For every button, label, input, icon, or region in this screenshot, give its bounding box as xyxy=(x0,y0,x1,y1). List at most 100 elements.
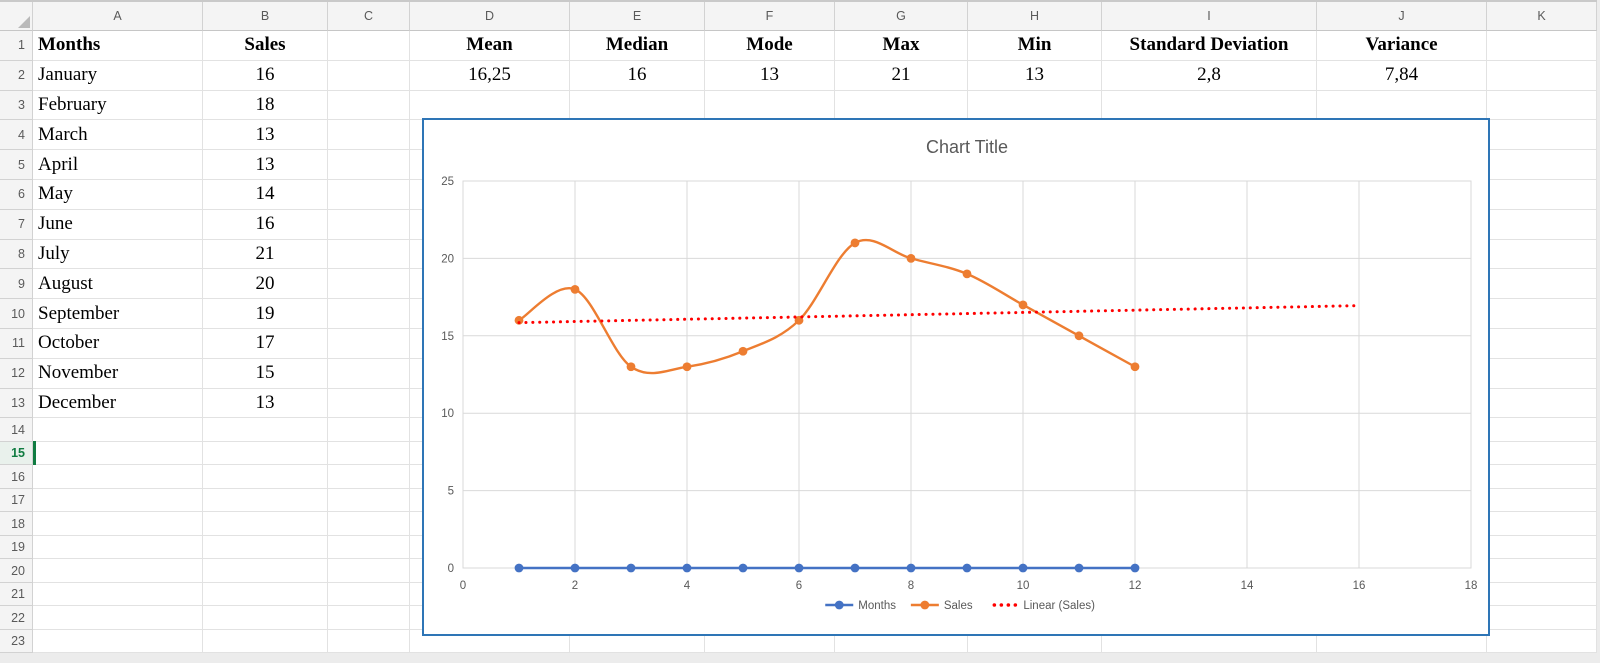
row-header-7[interactable]: 7 xyxy=(0,209,33,240)
cell-K1[interactable] xyxy=(1487,31,1597,61)
cell-K3[interactable] xyxy=(1487,90,1597,121)
cell-C12[interactable] xyxy=(328,358,410,389)
cell-K10[interactable] xyxy=(1487,299,1597,329)
cell-C11[interactable] xyxy=(328,329,410,359)
data-point-sales[interactable] xyxy=(1018,300,1028,310)
data-point-months[interactable] xyxy=(962,563,972,573)
cell-K13[interactable] xyxy=(1487,388,1597,419)
cell-D3[interactable] xyxy=(410,90,570,121)
cell-C22[interactable] xyxy=(328,606,410,630)
cell-K17[interactable] xyxy=(1487,488,1597,513)
data-point-months[interactable] xyxy=(1018,563,1028,573)
cell-J2[interactable]: 7,84 xyxy=(1317,60,1487,91)
row-header-18[interactable]: 18 xyxy=(0,512,33,536)
cell-I3[interactable] xyxy=(1102,90,1317,121)
cell-B21[interactable] xyxy=(203,582,328,607)
row-header-16[interactable]: 16 xyxy=(0,465,33,489)
row-header-17[interactable]: 17 xyxy=(0,488,33,513)
cell-K20[interactable] xyxy=(1487,559,1597,583)
cell-F2[interactable]: 13 xyxy=(705,60,835,91)
row-header-19[interactable]: 19 xyxy=(0,535,33,560)
row-header-11[interactable]: 11 xyxy=(0,329,33,359)
cell-A20[interactable] xyxy=(33,559,203,583)
trendline-linear-sales[interactable] xyxy=(517,304,1361,325)
cell-A11[interactable]: October xyxy=(33,329,203,359)
row-header-10[interactable]: 10 xyxy=(0,299,33,329)
cell-A2[interactable]: January xyxy=(33,60,203,91)
column-header-A[interactable]: A xyxy=(33,2,203,31)
cell-A4[interactable]: March xyxy=(33,120,203,151)
cell-E2[interactable]: 16 xyxy=(570,60,705,91)
cell-K23[interactable] xyxy=(1487,629,1597,654)
cell-C20[interactable] xyxy=(328,559,410,583)
column-header-B[interactable]: B xyxy=(203,2,328,31)
legend-label[interactable]: Linear (Sales) xyxy=(1023,600,1095,612)
cell-K11[interactable] xyxy=(1487,329,1597,359)
column-header-I[interactable]: I xyxy=(1102,2,1317,31)
cell-A16[interactable] xyxy=(33,465,203,489)
cell-A6[interactable]: May xyxy=(33,180,203,210)
row-header-3[interactable]: 3 xyxy=(0,90,33,121)
cell-C4[interactable] xyxy=(328,120,410,151)
cell-A3[interactable]: February xyxy=(33,90,203,121)
data-point-sales[interactable] xyxy=(962,269,972,279)
cell-A14[interactable] xyxy=(33,418,203,442)
cell-C2[interactable] xyxy=(328,60,410,91)
row-header-9[interactable]: 9 xyxy=(0,269,33,300)
cell-B11[interactable]: 17 xyxy=(203,329,328,359)
column-header-K[interactable]: K xyxy=(1487,2,1597,31)
data-point-sales[interactable] xyxy=(738,346,748,356)
data-point-months[interactable] xyxy=(738,563,748,573)
data-point-sales[interactable] xyxy=(514,315,524,325)
data-point-sales[interactable] xyxy=(570,284,580,294)
legend-label[interactable]: Sales xyxy=(944,600,973,612)
cell-D1[interactable]: Mean xyxy=(410,31,570,61)
cell-C16[interactable] xyxy=(328,465,410,489)
row-header-2[interactable]: 2 xyxy=(0,60,33,91)
cell-K22[interactable] xyxy=(1487,606,1597,630)
row-header-23[interactable]: 23 xyxy=(0,629,33,654)
cell-A22[interactable] xyxy=(33,606,203,630)
cell-C6[interactable] xyxy=(328,180,410,210)
cell-C10[interactable] xyxy=(328,299,410,329)
cell-B15[interactable] xyxy=(203,441,328,466)
row-header-14[interactable]: 14 xyxy=(0,418,33,442)
cell-H1[interactable]: Min xyxy=(968,31,1102,61)
column-header-H[interactable]: H xyxy=(968,2,1102,31)
row-header-22[interactable]: 22 xyxy=(0,606,33,630)
cell-B19[interactable] xyxy=(203,535,328,560)
cell-C15[interactable] xyxy=(328,441,410,466)
data-point-months[interactable] xyxy=(682,563,692,573)
cell-A21[interactable] xyxy=(33,582,203,607)
cell-C9[interactable] xyxy=(328,269,410,300)
cell-B12[interactable]: 15 xyxy=(203,358,328,389)
column-header-D[interactable]: D xyxy=(410,2,570,31)
cell-K15[interactable] xyxy=(1487,441,1597,466)
cell-K12[interactable] xyxy=(1487,358,1597,389)
cell-A19[interactable] xyxy=(33,535,203,560)
row-header-13[interactable]: 13 xyxy=(0,388,33,419)
cell-B16[interactable] xyxy=(203,465,328,489)
cell-K19[interactable] xyxy=(1487,535,1597,560)
cell-F1[interactable]: Mode xyxy=(705,31,835,61)
cell-K8[interactable] xyxy=(1487,239,1597,270)
cell-K5[interactable] xyxy=(1487,150,1597,180)
cell-C23[interactable] xyxy=(328,629,410,654)
cell-J3[interactable] xyxy=(1317,90,1487,121)
cell-B23[interactable] xyxy=(203,629,328,654)
cell-C7[interactable] xyxy=(328,209,410,240)
embedded-chart[interactable]: 0 5 10 15 20 25 0 2 4 6 8 10 12 14 16 18 Chart Title Mont… xyxy=(422,118,1490,636)
cell-B9[interactable]: 20 xyxy=(203,269,328,300)
cell-A13[interactable]: December xyxy=(33,388,203,419)
cell-B8[interactable]: 21 xyxy=(203,239,328,270)
cell-K9[interactable] xyxy=(1487,269,1597,300)
cell-J1[interactable]: Variance xyxy=(1317,31,1487,61)
row-header-4[interactable]: 4 xyxy=(0,120,33,151)
cell-B18[interactable] xyxy=(203,512,328,536)
data-point-months[interactable] xyxy=(1074,563,1084,573)
row-header-21[interactable]: 21 xyxy=(0,582,33,607)
cell-C14[interactable] xyxy=(328,418,410,442)
cell-C13[interactable] xyxy=(328,388,410,419)
column-header-G[interactable]: G xyxy=(835,2,968,31)
column-header-E[interactable]: E xyxy=(570,2,705,31)
